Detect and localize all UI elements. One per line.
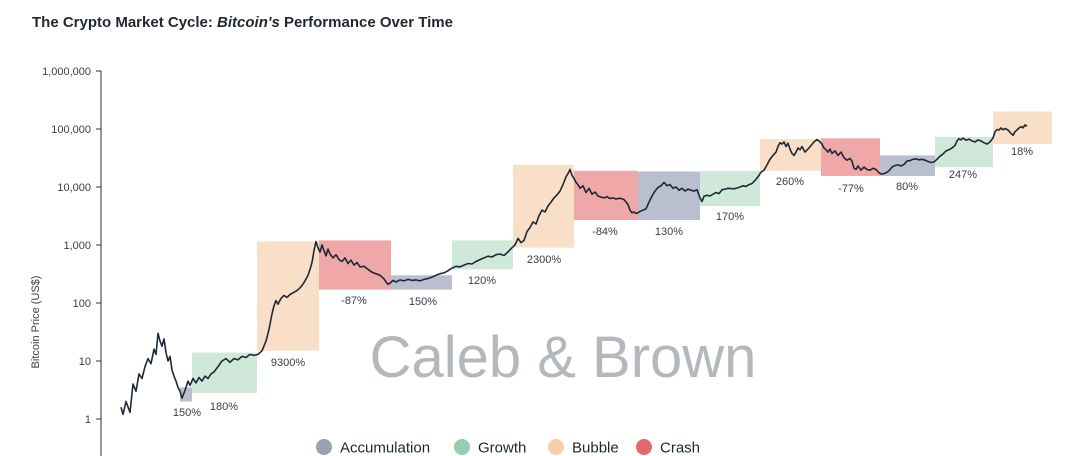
bitcoin-price-line xyxy=(120,124,1028,416)
y-tick-label: 100 xyxy=(73,298,91,310)
phase-accumulation-box xyxy=(180,387,192,402)
phase-percent-label: 9300% xyxy=(271,357,305,369)
legend-accumulation-swatch xyxy=(316,439,332,455)
phase-percent-label: 120% xyxy=(468,275,496,287)
y-tick-label: 1,000 xyxy=(63,240,91,252)
phase-percent-label: 180% xyxy=(210,401,238,413)
phase-crash-box xyxy=(574,170,638,220)
phase-percent-label: -77% xyxy=(838,183,864,195)
legend-growth-label: Growth xyxy=(478,440,526,456)
legend: Accumulation Growth Bubble Crash xyxy=(316,439,700,456)
title-italic: Bitcoin's xyxy=(217,14,280,31)
phase-percent-label: 18% xyxy=(1011,146,1033,158)
legend-growth-swatch xyxy=(454,439,470,455)
phase-percent-label: 80% xyxy=(896,181,918,193)
y-axis-label: Bitcoin Price (US$) xyxy=(30,276,42,369)
phase-percent-label: 247% xyxy=(949,169,977,181)
phase-accumulation-box xyxy=(880,155,935,176)
chart-title: The Crypto Market Cycle: Bitcoin's Perfo… xyxy=(32,14,453,31)
phase-growth-box xyxy=(935,136,993,168)
phase-accumulation-box xyxy=(638,171,700,220)
phase-percent-label: 170% xyxy=(716,211,744,223)
y-tick-label: 100,000 xyxy=(51,124,91,136)
y-tick-label: 1,000,000 xyxy=(42,66,91,78)
y-tick-label: 10,000 xyxy=(57,182,91,194)
watermark: Caleb & Brown xyxy=(370,325,757,390)
phase-percent-label: -87% xyxy=(341,295,367,307)
y-tick-label: 10 xyxy=(79,356,91,368)
title-suffix: Performance Over Time xyxy=(279,14,453,31)
y-tick-label: 1 xyxy=(85,414,91,426)
legend-bubble-label: Bubble xyxy=(572,440,619,456)
legend-crash-swatch xyxy=(636,439,652,455)
phase-percent-label: 260% xyxy=(776,176,804,188)
phase-percent-label: 2300% xyxy=(527,254,561,266)
legend-crash-label: Crash xyxy=(660,440,700,456)
legend-bubble-swatch xyxy=(548,439,564,455)
phase-bubble-box xyxy=(513,164,574,248)
phase-percent-labels: 150% 180% 9300% -87% 150% 120% 2300% -84% 130% 17… xyxy=(173,146,1033,419)
y-axis: 1 10 100 1,000 10,000 100,000 1,000,000 Bitcoin… xyxy=(30,66,102,456)
phase-percent-label: 150% xyxy=(409,296,437,308)
title-prefix: The Crypto Market Cycle: xyxy=(32,14,218,31)
phase-bubble-box xyxy=(760,139,821,171)
phase-percent-label: 150% xyxy=(173,407,201,419)
phase-percent-label: 130% xyxy=(655,226,683,238)
legend-accumulation-label: Accumulation xyxy=(340,440,430,456)
phase-accumulation-box xyxy=(391,275,452,290)
phase-percent-label: -84% xyxy=(592,226,618,238)
price-line-group xyxy=(120,124,1028,416)
